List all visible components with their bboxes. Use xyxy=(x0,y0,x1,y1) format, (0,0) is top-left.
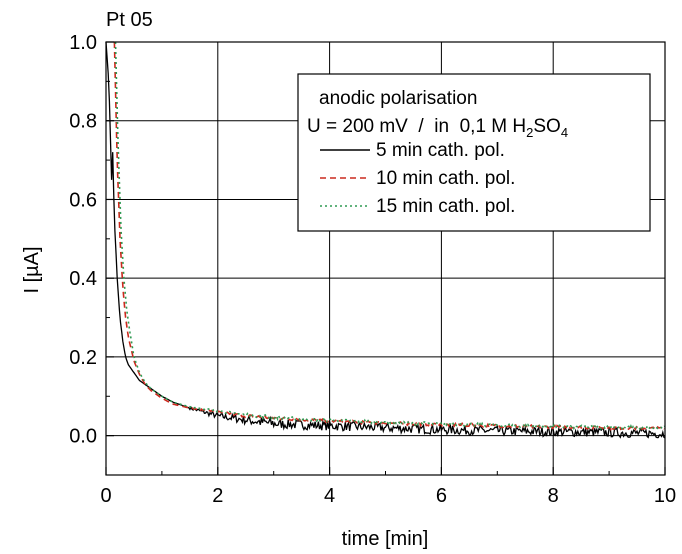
y-axis-title: I [µA] xyxy=(21,246,43,293)
x-axis-title: time [min] xyxy=(342,528,429,550)
legend-heading: anodic polarisation xyxy=(319,88,477,109)
x-tick-label: 6 xyxy=(436,485,447,507)
legend-label-2: 10 min cath. pol. xyxy=(376,168,515,189)
x-tick-label: 0 xyxy=(100,485,111,507)
y-tick-label: 1.0 xyxy=(69,32,97,54)
chart-title: Pt 05 xyxy=(106,9,153,31)
series-line-2 xyxy=(113,41,666,432)
legend-box xyxy=(297,73,651,232)
legend-entries: 5 min cath. pol. 10 min cath. pol. 15 min … xyxy=(320,140,515,217)
x-tick-label: 2 xyxy=(212,485,223,507)
x-tick-label: 10 xyxy=(654,485,676,507)
y-tick-label: 0.6 xyxy=(69,189,97,211)
y-tick-label: 0.2 xyxy=(69,347,97,369)
legend-condition: U = 200 mV / in 0,1 M H2SO4 xyxy=(307,116,568,140)
series-layer xyxy=(105,41,666,439)
legend-label-3: 15 min cath. pol. xyxy=(376,196,515,217)
legend: anodic polarisation U = 200 mV / in 0,1 … xyxy=(297,73,651,232)
x-tick-label: 4 xyxy=(324,485,335,507)
y-tick-label: 0.4 xyxy=(69,268,97,290)
series-line-1 xyxy=(105,41,666,439)
series-line-3 xyxy=(114,41,665,431)
x-tick-label: 8 xyxy=(548,485,559,507)
y-tick-label: 0.0 xyxy=(69,426,97,448)
axis-ticks xyxy=(105,41,666,476)
legend-label-1: 5 min cath. pol. xyxy=(376,140,505,161)
y-tick-label: 0.8 xyxy=(69,111,97,133)
tick-labels: 0 2 4 6 8 10 0.0 0.2 0.4 0.6 0.8 1.0 xyxy=(69,32,676,507)
